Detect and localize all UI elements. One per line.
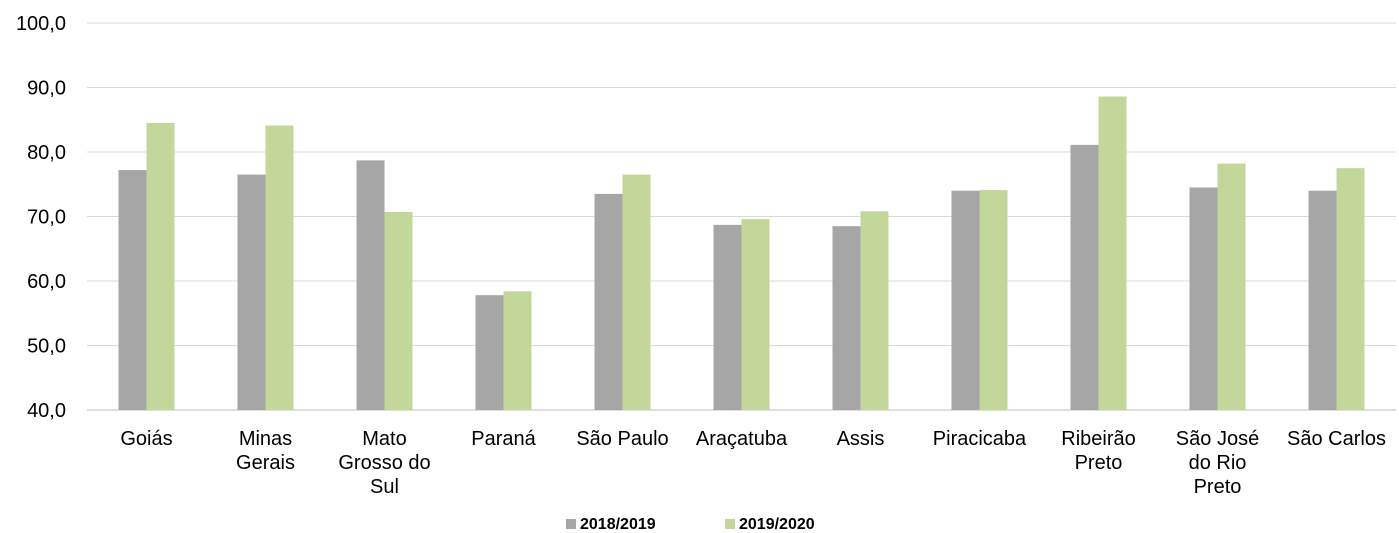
x-category-label: Assis	[837, 428, 885, 450]
legend-label: 2019/2020	[739, 516, 815, 533]
bar-2018-2019	[237, 174, 266, 410]
bar-2018-2019	[1070, 144, 1099, 410]
x-category-label-line: Paraná	[471, 428, 536, 450]
legend-label: 2018/2019	[580, 516, 656, 533]
bar-2018-2019	[118, 170, 147, 410]
y-tick-label: 40,0	[27, 400, 66, 422]
legend-swatch	[566, 519, 576, 529]
bar-2019-2020	[265, 125, 294, 411]
x-category-label: São José do Rio Preto	[1176, 428, 1259, 498]
y-tick-label: 90,0	[27, 78, 66, 100]
bar-2019-2020	[384, 211, 413, 410]
bar-2019-2020	[503, 291, 532, 410]
legend-swatch	[725, 519, 735, 529]
x-category-label-line: Preto	[1194, 476, 1242, 498]
bar-2019-2020	[622, 174, 651, 410]
x-category-label: Mato Grosso do Sul	[338, 428, 430, 498]
bar-2019-2020	[979, 190, 1008, 410]
x-category-label-line: Goiás	[120, 428, 172, 450]
bar-2018-2019	[475, 295, 504, 410]
bar-2019-2020	[146, 122, 175, 410]
x-category-label-line: Araçatuba	[696, 428, 788, 450]
y-tick-label: 80,0	[27, 142, 66, 164]
x-category-label: Araçatuba	[696, 428, 788, 450]
bars	[118, 96, 1365, 411]
bar-2019-2020	[741, 219, 770, 410]
x-category-label: Paraná	[471, 428, 536, 450]
x-category-label-line: Ribeirão	[1061, 428, 1135, 450]
bar-2018-2019	[1308, 190, 1337, 410]
x-category-label: São Carlos	[1287, 428, 1386, 450]
x-category-label: Minas Gerais	[236, 428, 295, 474]
x-category-label-line: Sul	[370, 476, 399, 498]
bar-2018-2019	[356, 160, 385, 410]
x-category-label: Piracicaba	[933, 428, 1027, 450]
x-category-label-line: do Rio	[1189, 452, 1247, 474]
bar-2018-2019	[951, 190, 980, 410]
x-category-label: Ribeirão Preto	[1061, 428, 1135, 474]
y-tick-label: 60,0	[27, 271, 66, 293]
x-category-label-line: Preto	[1075, 452, 1123, 474]
bar-2019-2020	[1336, 168, 1365, 410]
x-category-label-line: São Carlos	[1287, 428, 1386, 450]
x-category-label-line: Mato	[362, 428, 406, 450]
x-axis-category-labels: Goiás Minas Gerais Mato Grosso do Sul Paraná Sã…	[120, 428, 1386, 498]
y-tick-label: 100,0	[16, 13, 66, 35]
x-category-label: Goiás	[120, 428, 172, 450]
legend: 2018/2019 2019/2020	[566, 516, 815, 533]
bar-2019-2020	[1217, 163, 1246, 410]
x-category-label-line: Piracicaba	[933, 428, 1027, 450]
x-category-label-line: São José	[1176, 428, 1259, 450]
x-category-label: São Paulo	[576, 428, 668, 450]
bar-2018-2019	[1189, 187, 1218, 410]
bar-2019-2020	[1098, 96, 1127, 410]
bar-2018-2019	[594, 193, 623, 410]
x-category-label-line: Assis	[837, 428, 885, 450]
bar-2019-2020	[860, 211, 889, 410]
bar-2018-2019	[713, 224, 742, 410]
x-category-label-line: Gerais	[236, 452, 295, 474]
bar-2018-2019	[832, 226, 861, 410]
x-category-label-line: Minas	[239, 428, 292, 450]
x-category-label-line: Grosso do	[338, 452, 430, 474]
x-category-label-line: São Paulo	[576, 428, 668, 450]
y-axis-tick-labels: 40,0 50,0 60,0 70,0 80,0 90,0 100,0	[16, 13, 66, 422]
y-tick-label: 50,0	[27, 336, 66, 358]
y-tick-label: 70,0	[27, 207, 66, 229]
